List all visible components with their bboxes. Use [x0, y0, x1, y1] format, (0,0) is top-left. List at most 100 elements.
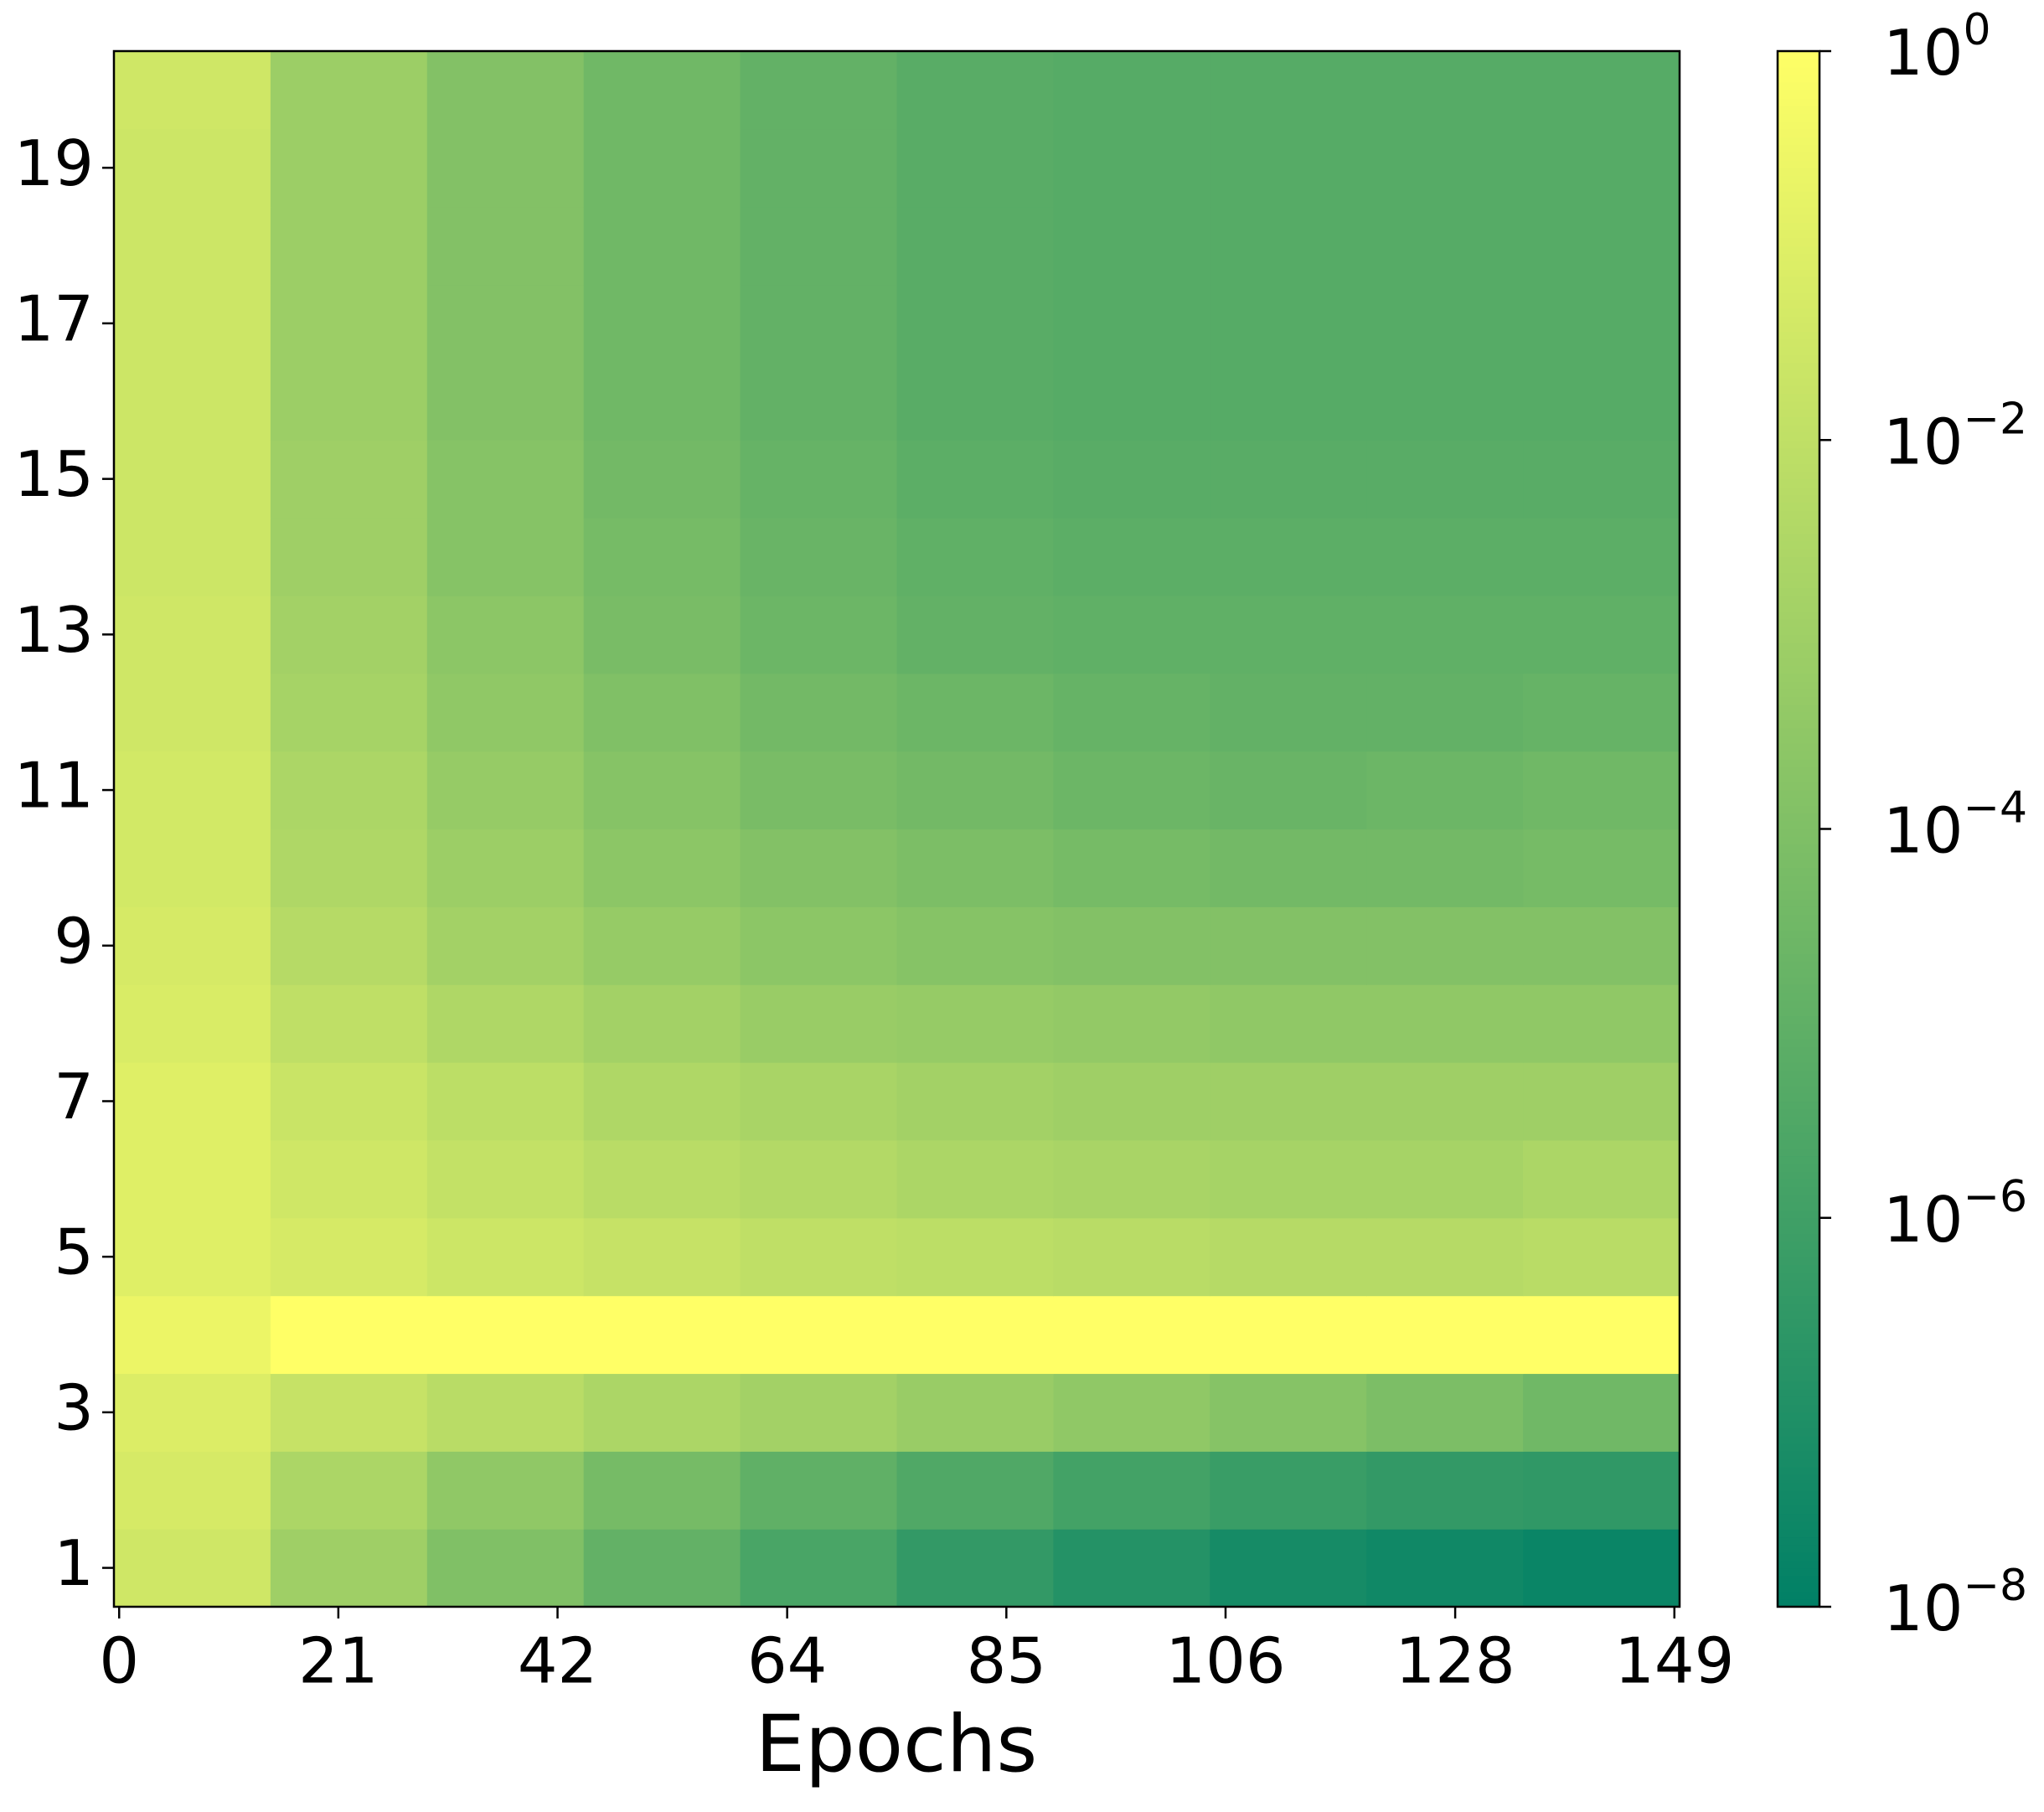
colorbar-segment: [1778, 97, 1819, 106]
colorbar-segment: [1778, 478, 1819, 488]
colorbar-segment: [1778, 891, 1819, 900]
heatmap-cell: [114, 595, 271, 674]
heatmap-cell: [583, 1217, 741, 1297]
heatmap-cell: [1523, 673, 1680, 752]
colorbar-segment: [1778, 518, 1819, 526]
heatmap-cell: [740, 518, 898, 596]
colorbar-segment: [1778, 292, 1819, 301]
heatmap-cell: [1523, 440, 1680, 519]
heatmap-cell: [1053, 362, 1210, 441]
heatmap-cell: [896, 673, 1054, 752]
colorbar-tick-base: 10: [1883, 16, 1963, 90]
colorbar-segment: [1778, 222, 1819, 231]
colorbar-segment: [1778, 627, 1819, 635]
colorbar-segment: [1778, 603, 1819, 612]
heatmap-cell: [270, 984, 428, 1063]
colorbar-segment: [1778, 930, 1819, 939]
colorbar-segment: [1778, 455, 1819, 464]
colorbar-segment: [1778, 1357, 1819, 1366]
colorbar-segment: [1778, 1171, 1819, 1180]
colorbar-segment: [1778, 66, 1819, 75]
colorbar-segment: [1778, 665, 1819, 674]
heatmap-cell: [896, 1217, 1054, 1297]
heatmap-cell: [114, 829, 271, 907]
heatmap-cell: [1210, 906, 1367, 985]
heatmap-cell: [270, 1373, 428, 1452]
heatmap-cell: [1366, 440, 1524, 519]
colorbar-segment: [1778, 113, 1819, 122]
heatmap-cell: [1366, 128, 1524, 208]
colorbar-segment: [1778, 1420, 1819, 1429]
colorbar-tick-base: 10: [1883, 1572, 1963, 1645]
heatmap-cell: [1523, 1373, 1680, 1452]
x-tick-label: 64: [747, 1624, 827, 1698]
colorbar-segment: [1778, 1124, 1819, 1133]
colorbar-segment: [1778, 852, 1819, 861]
heatmap-cell: [583, 128, 741, 208]
colorbar-segment: [1778, 1560, 1819, 1569]
heatmap-cell: [270, 1295, 428, 1375]
colorbar-segment: [1778, 611, 1819, 620]
colorbar-segment: [1778, 867, 1819, 876]
colorbar-segment: [1778, 1046, 1819, 1056]
colorbar-segment: [1778, 463, 1819, 472]
colorbar-segment: [1778, 821, 1819, 830]
heatmap-cell: [1366, 673, 1524, 752]
colorbar-segment: [1778, 1536, 1819, 1546]
heatmap-cell: [426, 673, 585, 752]
heatmap-cell: [896, 284, 1054, 363]
y-tick-label: 7: [54, 1060, 94, 1133]
colorbar-segment: [1778, 673, 1819, 682]
heatmap-cell: [1210, 1139, 1367, 1219]
heatmap-cell: [1366, 751, 1524, 830]
heatmap-cell: [270, 1217, 428, 1297]
colorbar-segment: [1778, 642, 1819, 651]
colorbar-segment: [1778, 805, 1819, 814]
colorbar-segment: [1778, 1132, 1819, 1141]
heatmap-cell: [114, 1451, 271, 1530]
colorbar-segment: [1778, 782, 1819, 791]
heatmap-cell: [740, 829, 898, 907]
colorbar-segment: [1778, 354, 1819, 363]
colorbar-segment: [1778, 1334, 1819, 1343]
heatmap-cell: [1053, 51, 1210, 130]
heatmap-cell: [1210, 673, 1367, 752]
colorbar-segment: [1778, 1077, 1819, 1087]
heatmap-cell: [1366, 362, 1524, 441]
heatmap-cell: [426, 1529, 585, 1608]
y-tick-label: 13: [14, 593, 94, 667]
heatmap-cell: [270, 1062, 428, 1141]
heatmap-cell: [740, 1373, 898, 1452]
colorbar-segment: [1778, 1085, 1819, 1094]
colorbar-segment: [1778, 486, 1819, 495]
heatmap-cell: [1366, 1217, 1524, 1297]
y-tick-label: 5: [54, 1216, 94, 1289]
heatmap-cell: [114, 284, 271, 363]
colorbar-segment: [1778, 1365, 1819, 1375]
colorbar-tick-label: 10−8: [1883, 1561, 2027, 1645]
colorbar-segment: [1778, 338, 1819, 348]
x-tick-label: 85: [967, 1624, 1046, 1698]
heatmap-cell: [896, 128, 1054, 208]
heatmap-cell: [896, 1529, 1054, 1608]
colorbar-tick-base: 10: [1883, 405, 1963, 478]
colorbar-segment: [1778, 253, 1819, 262]
x-tick-label: 128: [1396, 1624, 1515, 1698]
heatmap-cell: [896, 595, 1054, 674]
colorbar-segment: [1778, 1443, 1819, 1452]
colorbar-segment: [1778, 1101, 1819, 1110]
x-tick-label: 149: [1614, 1624, 1734, 1698]
colorbar-segment: [1778, 400, 1819, 410]
heatmap-cell: [1053, 284, 1210, 363]
heatmap-cell: [896, 362, 1054, 441]
heatmap-cell: [1523, 1062, 1680, 1141]
heatmap-cell: [270, 206, 428, 286]
colorbar-segment: [1778, 556, 1819, 565]
colorbar-segment: [1778, 712, 1819, 721]
heatmap-cell: [1523, 1451, 1680, 1530]
colorbar-segment: [1778, 658, 1819, 667]
colorbar-tick-label: 10−6: [1883, 1172, 2027, 1257]
heatmap-cell: [114, 128, 271, 208]
heatmap-cell: [1053, 1139, 1210, 1219]
